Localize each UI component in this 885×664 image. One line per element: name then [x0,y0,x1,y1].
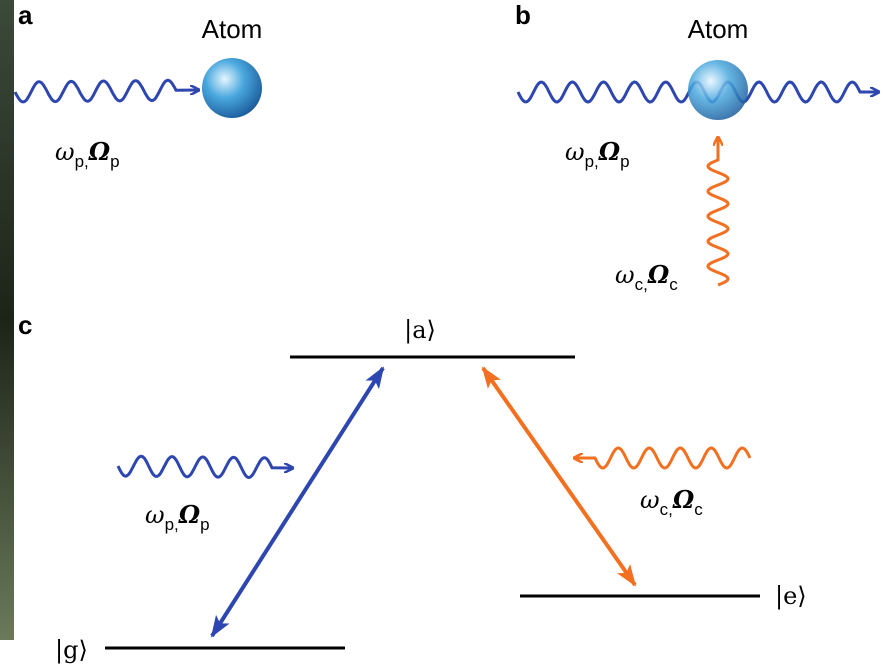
atom [202,58,262,118]
probe-label: ωp,Ωp [565,137,630,171]
panel-letter: b [515,0,531,30]
probe-label: ωp,Ωp [145,500,210,534]
atom-label: Atom [202,14,263,44]
photo-strip [0,0,14,640]
probe-label: ωp,Ωp [55,137,120,171]
transition-arrow [212,368,383,636]
coupling-label: ωc,Ωc [615,260,678,294]
panel-letter: a [18,0,33,30]
photon-wave [118,456,292,477]
waves [15,80,878,477]
photon-wave [15,80,198,102]
level-label: |g⟩ [55,636,88,664]
atom-label: Atom [688,14,749,44]
atom [688,60,748,120]
photon-wave [575,448,750,468]
coupling-label: ωc,Ωc [640,485,703,519]
photon-wave [708,138,728,285]
level-label: |e⟩ [775,582,807,611]
panel-letter: c [18,310,32,340]
figure: a Atom ωp,Ωp b Atom ωp,Ωp ωc,Ωc c |a⟩ |g… [0,0,885,664]
level-label: |a⟩ [404,316,436,345]
transition-arrow [483,368,635,585]
